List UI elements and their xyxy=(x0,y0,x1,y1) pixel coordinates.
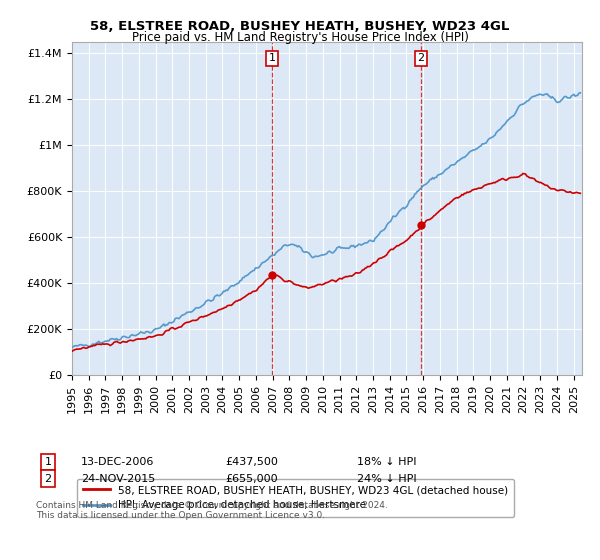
Text: 13-DEC-2006: 13-DEC-2006 xyxy=(81,457,154,467)
Text: 1: 1 xyxy=(44,457,52,467)
Text: 1: 1 xyxy=(268,54,275,63)
Text: This data is licensed under the Open Government Licence v3.0.: This data is licensed under the Open Gov… xyxy=(36,511,325,520)
Text: 24% ↓ HPI: 24% ↓ HPI xyxy=(357,474,416,484)
Text: 24-NOV-2015: 24-NOV-2015 xyxy=(81,474,155,484)
Text: 18% ↓ HPI: 18% ↓ HPI xyxy=(357,457,416,467)
Text: 2: 2 xyxy=(44,474,52,484)
Text: Contains HM Land Registry data © Crown copyright and database right 2024.: Contains HM Land Registry data © Crown c… xyxy=(36,501,388,510)
Text: Price paid vs. HM Land Registry's House Price Index (HPI): Price paid vs. HM Land Registry's House … xyxy=(131,31,469,44)
Text: 58, ELSTREE ROAD, BUSHEY HEATH, BUSHEY, WD23 4GL: 58, ELSTREE ROAD, BUSHEY HEATH, BUSHEY, … xyxy=(91,20,509,32)
Legend: 58, ELSTREE ROAD, BUSHEY HEATH, BUSHEY, WD23 4GL (detached house), HPI: Average : 58, ELSTREE ROAD, BUSHEY HEATH, BUSHEY, … xyxy=(77,479,514,516)
Text: £655,000: £655,000 xyxy=(225,474,278,484)
Text: £437,500: £437,500 xyxy=(225,457,278,467)
Text: 2: 2 xyxy=(418,54,425,63)
